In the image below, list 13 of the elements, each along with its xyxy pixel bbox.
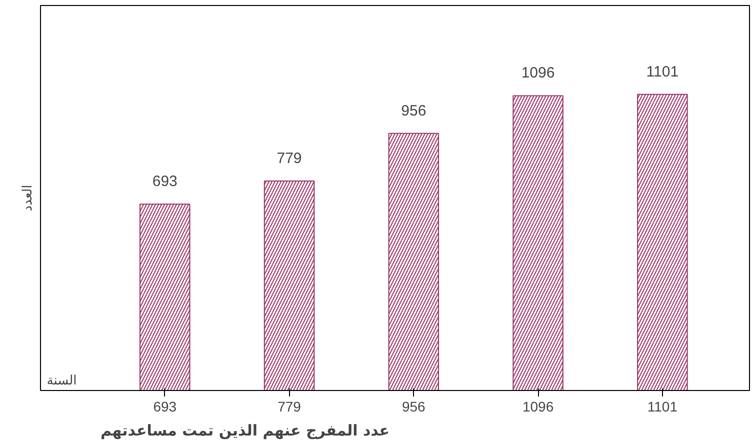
x-tick-label: 693: [153, 398, 177, 414]
data-label: 956: [401, 102, 426, 120]
x-tick-label: 956: [402, 398, 426, 414]
data-label: 1101: [646, 63, 679, 80]
y-axis-title: العدد: [20, 184, 36, 212]
x-tick-label: 1096: [522, 398, 554, 414]
data-label: 1096: [521, 64, 555, 82]
x-tick-label: 1101: [647, 398, 678, 414]
data-label: 779: [276, 150, 302, 167]
text: عدد المفرج عنهم الذين تمت مساعدتهم: [100, 422, 390, 440]
x-tick-label: 779: [278, 398, 302, 414]
x-axis-title: السنة: [46, 374, 77, 388]
data-label: 693: [152, 173, 178, 190]
